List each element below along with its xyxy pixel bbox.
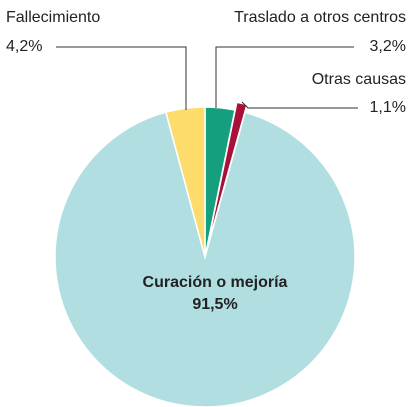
leader-line (215, 46, 354, 108)
slices (54, 101, 356, 407)
value-label: 91,5% (192, 296, 238, 313)
leader-line (56, 46, 187, 110)
value-label: 4,2% (6, 38, 43, 55)
pie-slice (164, 106, 206, 258)
value-label: 3,2% (369, 38, 406, 55)
category-label: Curación o mejoría (142, 274, 288, 291)
category-label: Traslado a otros centros (234, 9, 406, 26)
leader-line (241, 101, 358, 109)
value-label: 1,1% (369, 99, 406, 116)
category-label: Fallecimiento (6, 9, 101, 26)
category-label: Otras causas (311, 71, 406, 88)
center-label: Curación o mejoría 91,5% (140, 272, 290, 316)
leader-lines (56, 46, 358, 110)
